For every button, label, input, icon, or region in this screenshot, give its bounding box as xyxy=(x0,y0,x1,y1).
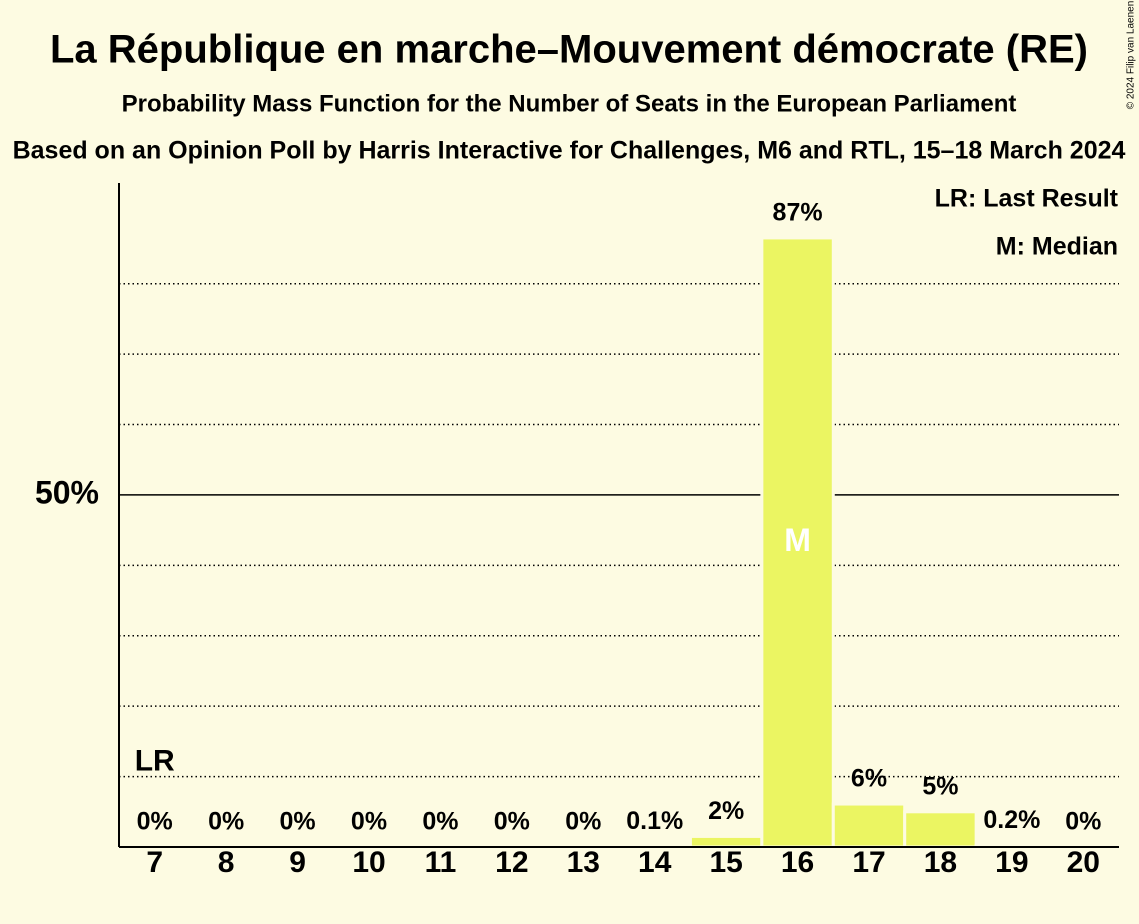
value-label: 0% xyxy=(137,808,173,836)
legend-entry: LR: Last Result xyxy=(935,185,1119,213)
value-label: 0.1% xyxy=(626,807,683,835)
x-tick-label: 19 xyxy=(995,846,1028,879)
value-label: 87% xyxy=(773,199,823,227)
x-tick-label: 12 xyxy=(495,846,528,879)
bar xyxy=(760,236,835,849)
x-tick-label: 8 xyxy=(218,846,235,879)
value-label: 0% xyxy=(351,808,387,836)
chart-caption: Based on an Opinion Poll by Harris Inter… xyxy=(13,137,1126,165)
value-label: 2% xyxy=(708,797,744,825)
y-tick-label: 50% xyxy=(35,474,99,510)
value-label: 0% xyxy=(208,808,244,836)
last-result-marker: LR xyxy=(135,745,175,778)
bar xyxy=(903,810,978,849)
x-tick-label: 10 xyxy=(352,846,385,879)
value-label: 0% xyxy=(280,808,316,836)
x-tick-label: 15 xyxy=(709,846,742,879)
bar xyxy=(831,802,907,849)
value-label: 0.2% xyxy=(983,806,1040,834)
value-label: 5% xyxy=(922,772,958,800)
chart-subtitle: Probability Mass Function for the Number… xyxy=(122,90,1017,117)
chart-title: La République en marche–Mouvement démocr… xyxy=(50,28,1088,72)
x-tick-label: 20 xyxy=(1067,846,1100,879)
x-tick-label: 16 xyxy=(781,846,814,879)
value-label: 0% xyxy=(1065,808,1101,836)
value-label: 0% xyxy=(565,808,601,836)
x-tick-label: 17 xyxy=(852,846,885,879)
value-label: 0% xyxy=(494,808,530,836)
copyright: © 2024 Filip van Laenen xyxy=(1126,1,1137,110)
x-tick-label: 13 xyxy=(567,846,600,879)
x-tick-label: 9 xyxy=(289,846,306,879)
x-tick-label: 14 xyxy=(638,846,672,879)
legend-entry: M: Median xyxy=(996,233,1118,261)
median-marker: M xyxy=(784,522,811,558)
x-tick-label: 7 xyxy=(146,846,163,879)
value-label: 0% xyxy=(422,808,458,836)
value-label: 6% xyxy=(851,765,887,793)
x-tick-label: 11 xyxy=(425,846,457,879)
x-tick-label: 18 xyxy=(924,846,957,879)
